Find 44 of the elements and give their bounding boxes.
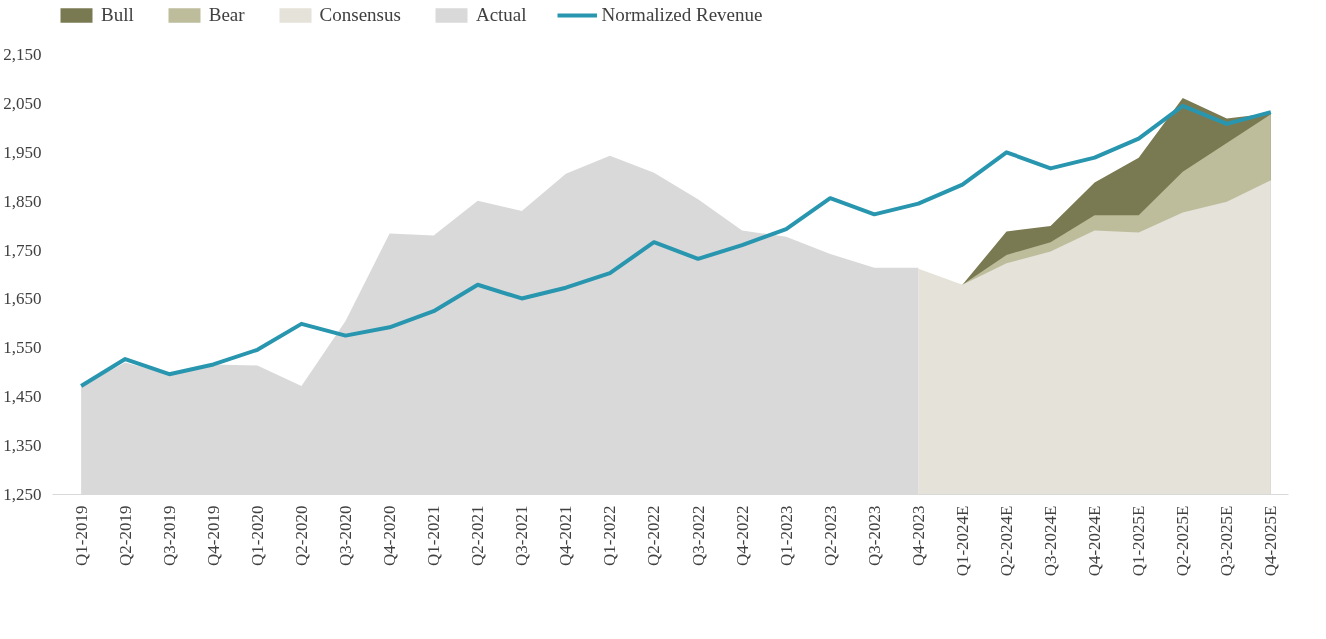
x-tick-label: Q1-2020 — [247, 505, 267, 566]
y-tick-label: 1,750 — [3, 240, 42, 260]
legend-label: Consensus — [319, 4, 401, 26]
legend-label: Bull — [101, 4, 134, 26]
x-tick-label: Q4-2022 — [732, 505, 752, 566]
y-tick-label: 1,350 — [3, 436, 42, 456]
y-tick-label: 1,250 — [3, 485, 42, 504]
x-tick-label: Q3-2025E — [1217, 505, 1237, 577]
y-tick-label: 1,950 — [3, 142, 42, 162]
line-series — [79, 103, 1273, 388]
x-tick-label: Q2-2025E — [1173, 505, 1193, 577]
x-tick-label: Q1-2021 — [424, 505, 444, 566]
x-tick-label: Q4-2023 — [908, 505, 928, 566]
x-tick-label: Q3-2019 — [159, 505, 179, 566]
y-tick-label: 1,650 — [3, 289, 42, 309]
x-tick-label: Q3-2020 — [336, 505, 356, 566]
x-tick-label: Q1-2022 — [600, 505, 620, 566]
x-tick-label: Q2-2022 — [644, 505, 664, 566]
y-tick-label: 2,150 — [3, 45, 42, 64]
x-tick-label: Q2-2019 — [115, 505, 135, 566]
x-tick-label: Q3-2023 — [864, 505, 884, 566]
x-tick-label: Q4-2021 — [556, 505, 576, 566]
legend-label: Actual — [475, 4, 527, 26]
x-tick-label: Q2-2024E — [996, 505, 1016, 577]
legend-label: Bear — [208, 4, 245, 26]
x-tick-label: Q1-2019 — [71, 505, 91, 566]
x-tick-label: Q4-2020 — [380, 505, 400, 566]
x-tick-label: Q2-2021 — [468, 505, 488, 566]
y-tick-label: 1,550 — [3, 338, 42, 358]
x-tick-label: Q2-2020 — [291, 505, 311, 566]
x-tick-label: Q1-2023 — [776, 505, 796, 566]
x-tick-label: Q2-2023 — [820, 505, 840, 566]
legend-label: Normalized Revenue — [601, 4, 763, 26]
x-tick-label: Q3-2021 — [512, 505, 532, 566]
x-tick-label: Q1-2025E — [1129, 505, 1149, 577]
x-tick-label: Q4-2025E — [1261, 505, 1281, 577]
y-tick-label: 1,850 — [3, 191, 42, 211]
x-tick-label: Q3-2024E — [1041, 505, 1061, 577]
x-tick-label: Q1-2024E — [952, 505, 972, 577]
x-tick-label: Q3-2022 — [688, 505, 708, 566]
x-tick-label: Q4-2024E — [1085, 505, 1105, 577]
y-tick-label: 2,050 — [3, 93, 42, 113]
y-tick-label: 1,450 — [3, 387, 42, 407]
x-tick-label: Q4-2019 — [203, 505, 223, 566]
